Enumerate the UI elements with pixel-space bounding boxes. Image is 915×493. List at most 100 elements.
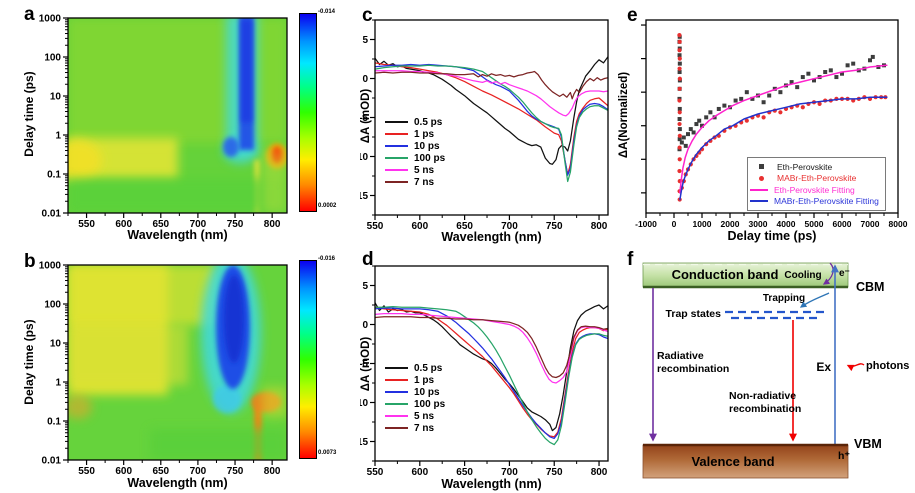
legend-label: 5 ns — [414, 410, 435, 422]
legend-c: 0.5 ps 1 ps 10 ps 100 ps 5 ns 7 ns — [385, 116, 445, 188]
legend-label: 1 ps — [414, 128, 435, 140]
e-y-axis-title: ΔA(Normalized) — [618, 71, 630, 159]
circle-swatch-icon — [759, 175, 764, 181]
legend-item: Eth-Perovskite Fitting — [750, 184, 879, 196]
svg-text:750: 750 — [227, 219, 244, 230]
svg-text:650: 650 — [456, 221, 473, 232]
panel-label-a: a — [24, 4, 35, 25]
svg-text:0.01: 0.01 — [42, 456, 62, 467]
trap-states-label: Trap states — [666, 308, 722, 320]
photons-arrow — [846, 363, 865, 372]
line-swatch-icon — [385, 156, 408, 160]
svg-text:550: 550 — [367, 221, 384, 232]
svg-text:8000: 8000 — [889, 219, 908, 229]
svg-text:700: 700 — [501, 467, 518, 478]
legend-item: MABr-Eth-Perovskite Fitting — [750, 196, 879, 208]
svg-text:0.01: 0.01 — [42, 209, 62, 220]
svg-text:750: 750 — [546, 467, 563, 478]
svg-text:-10: -10 — [360, 398, 368, 409]
svg-text:-15: -15 — [360, 437, 368, 448]
panel-label-e: e — [627, 5, 638, 26]
svg-text:800: 800 — [591, 221, 608, 232]
legend-item: 10 ps — [385, 386, 445, 398]
line-swatch-icon — [385, 402, 408, 406]
conduction-band-box — [642, 262, 849, 288]
legend-label: 7 ns — [414, 176, 435, 188]
line-swatch-icon — [385, 378, 408, 382]
svg-text:1000: 1000 — [39, 14, 62, 25]
svg-text:600: 600 — [115, 466, 132, 477]
nonradiative-label-line2: recombination — [729, 403, 801, 415]
svg-text:4000: 4000 — [777, 219, 796, 229]
line-swatch-icon — [385, 144, 408, 148]
legend-e: Eth-Perovskite MABr-Eth-Perovskite Eth-Per… — [747, 157, 886, 211]
svg-text:0: 0 — [362, 74, 368, 85]
legend-item: Eth-Perovskite — [750, 161, 879, 173]
legend-label: 100 ps — [414, 152, 446, 164]
line-swatch-icon — [385, 120, 408, 124]
valence-band-label: Valence band — [691, 454, 774, 469]
svg-text:550: 550 — [78, 219, 95, 230]
square-swatch-icon — [759, 164, 764, 170]
svg-text:700: 700 — [190, 466, 207, 477]
radiative-label-line1: Radiative — [657, 350, 704, 362]
legend-item: 7 ns — [385, 422, 445, 434]
legend-label: 7 ns — [414, 422, 435, 434]
legend-item: 0.5 ps — [385, 362, 445, 374]
line-swatch-icon — [385, 180, 408, 184]
legend-item: 1 ps — [385, 128, 445, 140]
line-swatch-icon — [385, 426, 408, 430]
panel-label-b: b — [24, 251, 36, 272]
svg-text:1: 1 — [55, 131, 61, 142]
spectra-chart-c: 550 600 650 700 750 800 5 0 -5 -10 -15 — [360, 19, 609, 232]
cbm-label: CBM — [856, 280, 884, 294]
band-diagram: Conduction band Cooling e⁻ CBM Trapping … — [642, 262, 909, 479]
legend-item: 5 ns — [385, 410, 445, 422]
svg-text:600: 600 — [411, 467, 428, 478]
legend-item: 100 ps — [385, 152, 445, 164]
svg-text:3000: 3000 — [749, 219, 768, 229]
svg-text:550: 550 — [78, 466, 95, 477]
exciton-label: Ex — [816, 360, 831, 374]
colorbar-a-min-label: 0.0002 — [318, 203, 337, 209]
line-swatch-icon — [385, 390, 408, 394]
valence-band-box — [642, 444, 849, 479]
line-swatch-icon — [385, 366, 408, 370]
svg-text:550: 550 — [367, 467, 384, 478]
trapping-label: Trapping — [763, 293, 805, 304]
svg-text:100: 100 — [44, 300, 61, 311]
colorbar-b-min-label: 0.0073 — [318, 450, 337, 456]
legend-label: 1 ps — [414, 374, 435, 386]
svg-text:1: 1 — [55, 378, 61, 389]
svg-text:0.1: 0.1 — [47, 417, 61, 428]
svg-text:650: 650 — [152, 466, 169, 477]
heatmap-a-field — [68, 18, 287, 213]
d-y-axis-title: ΔA (mOD) — [360, 336, 372, 392]
heatmap-b: 550 600 650 700 750 800 1000 100 10 1 0.1 0.01 — [39, 261, 288, 477]
svg-text:0: 0 — [362, 320, 368, 331]
e-x-axis-title: Delay time (ps) — [727, 229, 817, 243]
svg-text:5000: 5000 — [805, 219, 824, 229]
photons-label: photons — [866, 360, 909, 372]
kinetics-chart-e: -1000 0 1000 2000 3000 4000 5000 6000 7000 8000 — [635, 19, 908, 229]
svg-text:800: 800 — [591, 467, 608, 478]
legend-item: 100 ps — [385, 398, 445, 410]
legend-item: 10 ps — [385, 140, 445, 152]
trapping-arrow — [799, 292, 830, 308]
vbm-label: VBM — [854, 437, 882, 451]
legend-item: 7 ns — [385, 176, 445, 188]
legend-d: 0.5 ps 1 ps 10 ps 100 ps 5 ns 7 ns — [385, 362, 445, 434]
svg-text:5: 5 — [362, 281, 368, 292]
legend-label: MABr-Eth-Perovskite — [777, 173, 857, 184]
svg-text:1000: 1000 — [693, 219, 712, 229]
svg-text:0: 0 — [672, 219, 677, 229]
svg-text:10: 10 — [50, 339, 62, 350]
svg-text:650: 650 — [152, 219, 169, 230]
svg-text:800: 800 — [264, 466, 281, 477]
line-swatch-icon — [385, 168, 408, 172]
legend-item: MABr-Eth-Perovskite — [750, 173, 879, 185]
c-y-axis-title: ΔA (mOD) — [360, 88, 372, 144]
svg-text:0.1: 0.1 — [47, 170, 61, 181]
svg-text:750: 750 — [227, 466, 244, 477]
